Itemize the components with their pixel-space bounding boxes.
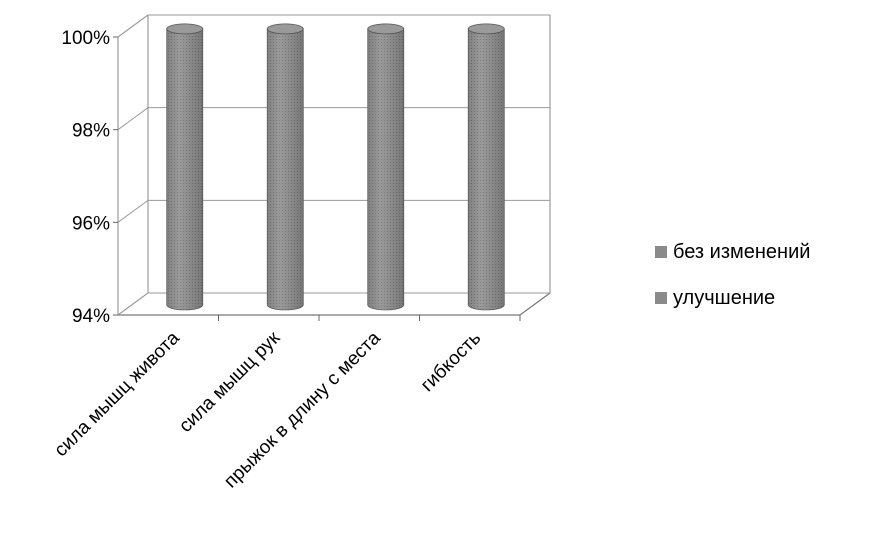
y-tick-label: 100% [61,28,110,49]
gridline [117,292,550,316]
bar [266,23,304,311]
bars [166,23,505,311]
y-tick-label: 98% [72,121,110,142]
bar [467,23,505,311]
legend: без изменений улучшение [655,240,810,332]
x-tick-label: гибкость [417,328,485,396]
legend-label: без изменений [673,240,811,263]
legend-swatch-icon [655,246,667,258]
y-tick-label: 94% [72,306,110,327]
y-axis: 100% 98% 96% 94% [61,28,118,327]
gridline [117,199,550,223]
bar [166,23,204,311]
legend-item: без изменений [655,240,810,264]
gridline [117,107,550,131]
gridline [117,14,550,38]
gridlines [117,14,550,316]
y-tick-label: 96% [72,213,110,234]
x-tick-label: сила мышц рук [175,327,285,437]
bar [367,23,405,311]
legend-label: улучшение [673,286,776,309]
legend-swatch-icon [655,292,667,304]
side-wall [117,14,149,316]
legend-item: улучшение [655,286,810,310]
x-tick-label: сила мышц живота [50,327,184,461]
